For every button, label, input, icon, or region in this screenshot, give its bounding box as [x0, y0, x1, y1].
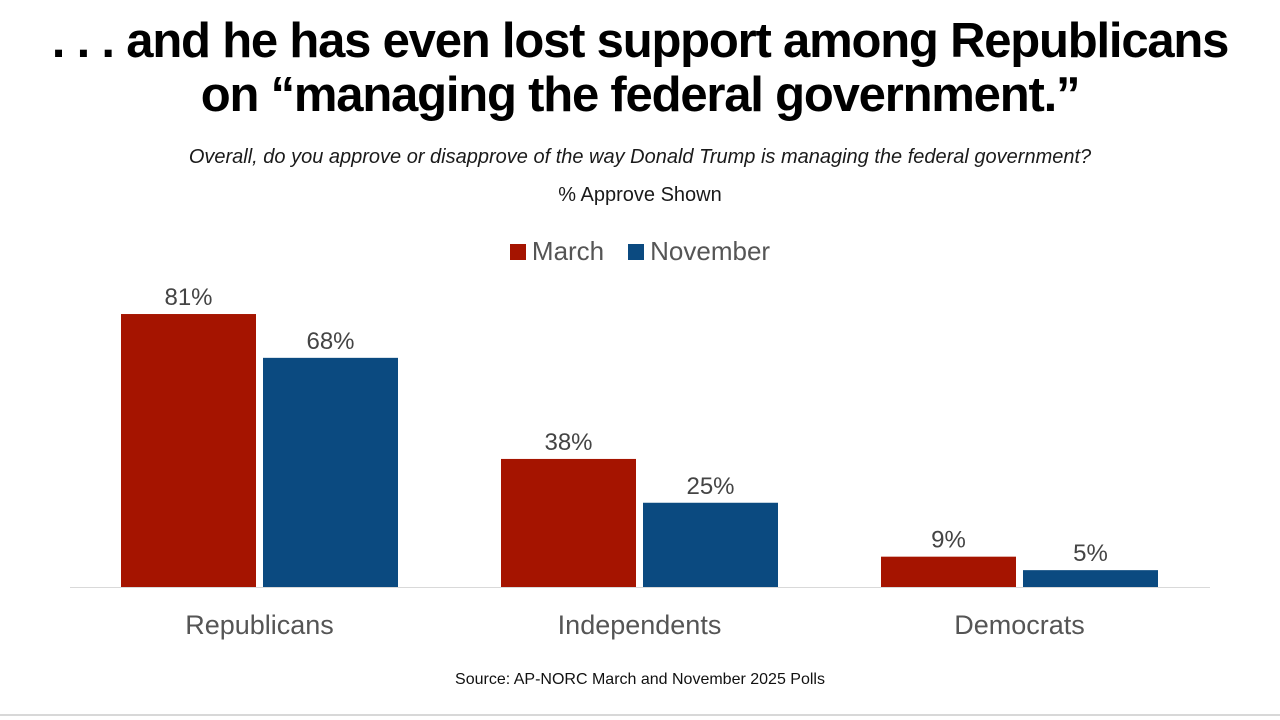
legend-swatch-november [628, 243, 645, 260]
bar-republicans-march [121, 314, 256, 587]
survey-question: Overall, do you approve or disapprove of… [188, 146, 1092, 168]
headline-line-1: . . . and he has even lost support among… [51, 14, 1230, 68]
data-label-democrats-november: 5% [1073, 540, 1108, 567]
data-label-independents-november: 25% [686, 473, 734, 500]
source-note: Source: AP-NORC March and November 2025 … [455, 671, 825, 688]
legend-label-november: November [650, 236, 771, 266]
bar-democrats-march [881, 556, 1016, 587]
data-label-republicans-march: 81% [164, 284, 212, 311]
bar-chart: 81% 68% Republicans 38% 25% Independents 9% 5% D… [70, 284, 1210, 640]
headline-line-2: on “managing the federal government.” [200, 68, 1081, 122]
legend-item-november: November [628, 236, 770, 267]
chart-headline: . . . and he has even lost support among… [0, 14, 1280, 122]
data-label-democrats-march: 9% [931, 527, 966, 554]
x-tick-label-democrats: Democrats [954, 610, 1085, 640]
bar-democrats-november [1023, 570, 1158, 587]
data-label-republicans-november: 68% [306, 328, 354, 355]
chart-legend: March November [0, 236, 1280, 267]
legend-label-march: March [531, 236, 605, 266]
bottom-divider [0, 714, 1280, 716]
chart-subnote: % Approve Shown [558, 184, 722, 206]
legend-item-march: March [509, 236, 605, 267]
x-tick-label-independents: Independents [558, 610, 722, 640]
legend-swatch-march [509, 243, 526, 260]
data-label-independents-march: 38% [544, 429, 592, 456]
x-tick-label-republicans: Republicans [185, 610, 334, 640]
bar-republicans-november [263, 357, 398, 587]
bar-independents-march [501, 458, 636, 587]
bar-independents-november [643, 502, 778, 587]
